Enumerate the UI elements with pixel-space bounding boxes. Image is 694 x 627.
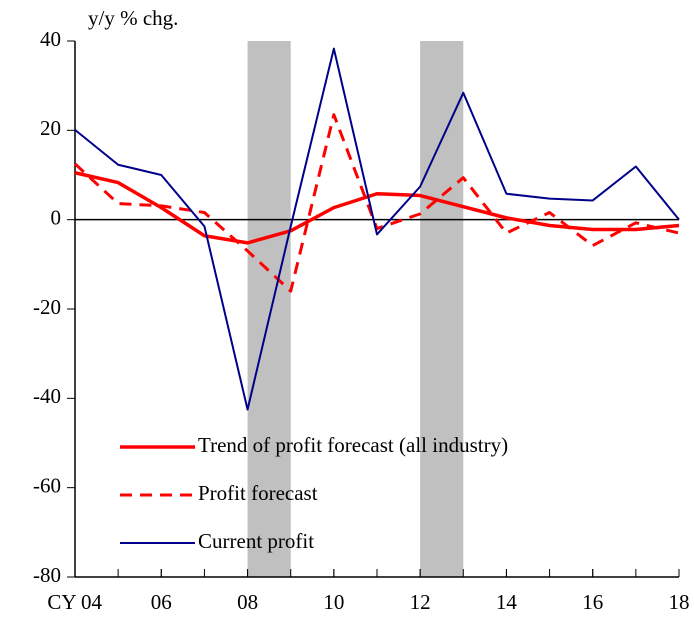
x-tick-label: CY 04	[47, 590, 102, 614]
legend-label: Profit forecast	[198, 481, 318, 505]
x-tick-label: 12	[410, 590, 431, 614]
shaded-range	[247, 41, 291, 577]
legend-label: Trend of profit forecast (all industry)	[198, 433, 508, 457]
legend-label: Current profit	[198, 529, 314, 553]
x-tick-label: 08	[237, 590, 258, 614]
x-tick-label: 16	[582, 590, 603, 614]
y-tick-label: 20	[40, 116, 61, 140]
series-line	[74, 47, 680, 411]
series-line	[73, 113, 680, 293]
y-tick-label: -40	[33, 384, 61, 408]
x-tick-label: 14	[496, 590, 518, 614]
y-tick-label: -80	[33, 563, 61, 587]
y-tick-label: -60	[33, 473, 61, 497]
series-line	[74, 171, 680, 245]
x-tick-label: 06	[151, 590, 172, 614]
x-tick-label: 10	[323, 590, 344, 614]
shaded-range	[420, 41, 464, 577]
y-tick-label: 40	[40, 27, 61, 51]
y-tick-label: 0	[51, 205, 62, 229]
y-tick-label: -20	[33, 295, 61, 319]
y-axis-label: y/y % chg.	[88, 6, 178, 30]
x-tick-label: 18	[669, 590, 690, 614]
